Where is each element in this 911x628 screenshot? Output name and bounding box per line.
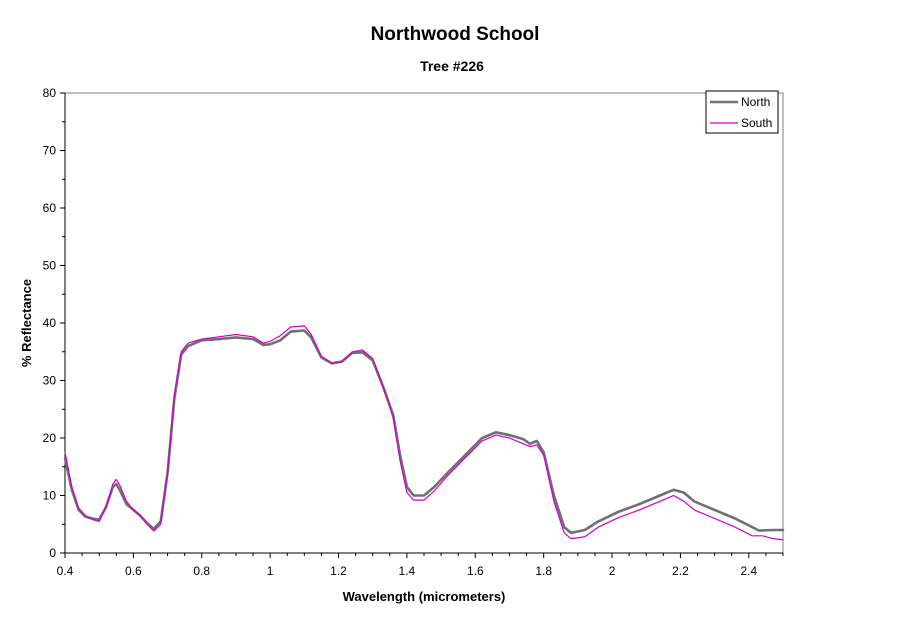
x-tick-label: 2 — [609, 564, 616, 578]
y-tick-label: 10 — [43, 489, 57, 503]
x-tick-label: 0.8 — [193, 564, 210, 578]
y-axis: 0 10 20 30 40 50 60 70 80 — [43, 86, 66, 560]
x-tick-label: 2.4 — [740, 564, 757, 578]
y-tick-label: 70 — [43, 144, 57, 158]
plot-area — [64, 92, 784, 554]
y-tick-label: 40 — [43, 316, 57, 330]
y-tick-label: 60 — [43, 201, 57, 215]
y-tick-label: 50 — [43, 259, 57, 273]
chart-title: Northwood School — [371, 24, 540, 45]
y-axis-label: % Reflectance — [19, 279, 34, 367]
x-tick-label: 1.6 — [467, 564, 484, 578]
chart-subtitle: Tree #226 — [420, 58, 484, 74]
y-tick-label: 80 — [43, 86, 57, 100]
x-tick-label: 1.2 — [330, 564, 347, 578]
legend: North South — [705, 90, 779, 134]
x-tick-label: 0.4 — [57, 564, 74, 578]
x-tick-label: 2.2 — [672, 564, 689, 578]
series-layer — [63, 325, 785, 541]
legend-label-south: South — [741, 116, 772, 130]
x-axis-label: Wavelength (micrometers) — [343, 589, 506, 604]
x-axis: 0.4 0.6 0.8 1 1.2 1.4 1.6 1.8 2 2.2 2.4 — [57, 552, 784, 578]
legend-label-north: North — [741, 95, 770, 109]
x-tick-label: 0.6 — [125, 564, 142, 578]
y-tick-label: 30 — [43, 374, 57, 388]
x-tick-label: 1 — [267, 564, 274, 578]
y-tick-label: 0 — [49, 546, 56, 560]
legend-box — [705, 90, 779, 134]
x-tick-label: 1.4 — [399, 564, 416, 578]
series-line-south — [64, 325, 784, 541]
x-tick-label: 1.8 — [535, 564, 552, 578]
y-tick-label: 20 — [43, 431, 57, 445]
